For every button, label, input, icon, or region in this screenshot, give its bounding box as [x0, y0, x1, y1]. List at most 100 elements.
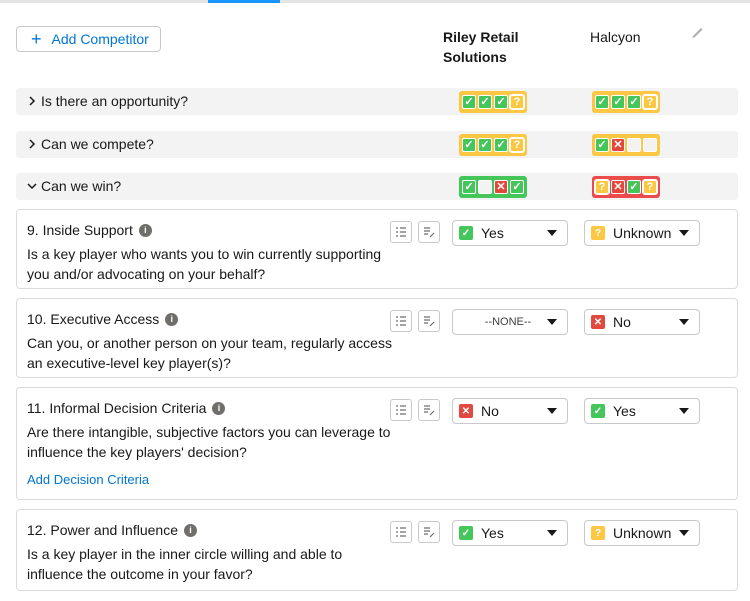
notes-button[interactable] — [418, 310, 440, 332]
checklist-icon — [396, 405, 406, 415]
check-icon: ✓ — [462, 138, 476, 152]
select-value: Yes — [481, 525, 504, 541]
answer-select-competitor-1[interactable]: --NONE-- — [452, 309, 568, 335]
question-card-9: 9. Inside Support i Is a key player who w… — [16, 209, 738, 289]
question-title: 10. Executive Access — [27, 311, 160, 327]
x-icon: ✕ — [494, 180, 508, 194]
caret-down-icon — [547, 230, 557, 236]
answer-select-competitor-1[interactable]: ✓ Yes — [452, 520, 568, 546]
score-indicator: ✓ ✓ ✓? — [459, 91, 527, 113]
caret-down-icon — [679, 319, 689, 325]
select-value: Yes — [613, 403, 636, 419]
check-icon: ✓ — [627, 180, 641, 194]
notes-icon — [424, 316, 435, 327]
caret-down-icon — [679, 408, 689, 414]
pencil-icon[interactable] — [690, 24, 706, 40]
check-icon: ✓ — [627, 95, 641, 109]
select-value: Unknown — [613, 525, 672, 541]
plus-icon: + — [31, 29, 42, 49]
answer-select-competitor-2[interactable]: ✕ No — [584, 309, 700, 335]
question-title: 9. Inside Support — [27, 222, 133, 238]
question-title: 12. Power and Influence — [27, 522, 178, 538]
score-indicator: ✓ ✕ — [592, 134, 660, 156]
question-description: Is a key player in the inner circle will… — [27, 546, 343, 582]
add-decision-criteria-link[interactable]: Add Decision Criteria — [27, 472, 150, 487]
x-icon: ✕ — [591, 315, 605, 329]
caret-down-icon — [547, 408, 557, 414]
checklist-icon — [396, 316, 406, 326]
check-icon: ✓ — [462, 180, 476, 194]
checklist-icon — [396, 527, 406, 537]
notes-button[interactable] — [418, 521, 440, 543]
top-tab-strip — [0, 0, 750, 3]
notes-button[interactable] — [418, 221, 440, 243]
empty-cell — [643, 138, 657, 152]
question-description: Are there intangible, subjective factors… — [27, 424, 391, 460]
active-tab-indicator — [208, 0, 280, 3]
checklist-button[interactable] — [390, 310, 412, 332]
caret-down-icon — [547, 319, 557, 325]
x-icon: ✕ — [611, 138, 625, 152]
caret-down-icon — [679, 230, 689, 236]
answer-select-competitor-1[interactable]: ✕ No — [452, 398, 568, 424]
empty-cell — [478, 180, 492, 194]
question-card-11: 11. Informal Decision Criteria i Are ther… — [16, 387, 738, 500]
select-value: No — [481, 403, 499, 419]
caret-down-icon — [547, 530, 557, 536]
select-value: Unknown — [613, 225, 672, 241]
check-icon: ✓ — [611, 95, 625, 109]
answer-select-competitor-2[interactable]: ? Unknown — [584, 220, 700, 246]
info-icon[interactable]: i — [165, 312, 179, 326]
checklist-button[interactable] — [390, 521, 412, 543]
answer-select-competitor-2[interactable]: ✓ Yes — [584, 398, 700, 424]
caret-down-icon — [679, 530, 689, 536]
info-icon[interactable]: i — [184, 523, 197, 537]
score-indicator: ✓ ✓ ✓? — [459, 134, 527, 156]
competitor-name-1: Riley Retail Solutions — [443, 29, 519, 65]
section-title: Can we win? — [41, 178, 122, 194]
checklist-button[interactable] — [390, 221, 412, 243]
question-mark-icon: ? — [594, 179, 610, 195]
add-competitor-button[interactable]: + Add Competitor — [16, 26, 161, 52]
score-indicator: ? ✕ ✓? — [592, 176, 660, 198]
question-mark-icon: ? — [509, 94, 525, 110]
check-icon: ✓ — [459, 226, 473, 240]
question-mark-icon: ? — [591, 526, 605, 540]
check-icon: ✓ — [478, 138, 492, 152]
check-icon: ✓ — [494, 138, 508, 152]
question-description: Is a key player who wants you to win cur… — [27, 246, 382, 282]
question-card-12: 12. Power and Influence i Is a key player… — [16, 509, 738, 591]
check-icon: ✓ — [462, 95, 476, 109]
check-icon: ✓ — [494, 95, 508, 109]
notes-icon — [424, 227, 435, 238]
section-title: Can we compete? — [41, 136, 154, 152]
question-mark-icon: ? — [642, 179, 658, 195]
notes-icon — [424, 527, 435, 538]
select-value: No — [613, 314, 631, 330]
notes-button[interactable] — [418, 399, 440, 421]
notes-icon — [424, 405, 435, 416]
question-mark-icon: ? — [509, 137, 525, 153]
select-value: --NONE-- — [484, 316, 532, 328]
check-icon: ✓ — [591, 404, 605, 418]
info-icon[interactable]: i — [138, 223, 152, 237]
empty-cell — [627, 138, 641, 152]
answer-select-competitor-2[interactable]: ? Unknown — [584, 520, 700, 546]
chevron-right-icon — [29, 139, 36, 149]
check-icon: ✓ — [459, 526, 473, 540]
x-icon: ✕ — [459, 404, 473, 418]
question-card-10: 10. Executive Access i Can you, or anothe… — [16, 298, 738, 378]
score-indicator: ✓ ✓ ✓? — [592, 91, 660, 113]
competitor-name-2: Halcyon — [590, 29, 641, 45]
question-description: Can you, or another person on your team,… — [27, 335, 392, 371]
check-icon: ✓ — [510, 180, 524, 194]
check-icon: ✓ — [595, 138, 609, 152]
checklist-icon — [396, 227, 406, 237]
question-mark-icon: ? — [642, 94, 658, 110]
checklist-button[interactable] — [390, 399, 412, 421]
answer-select-competitor-1[interactable]: ✓ Yes — [452, 220, 568, 246]
score-indicator: ✓ ✕ ✓ — [459, 176, 527, 198]
select-value: Yes — [481, 225, 504, 241]
question-title: 11. Informal Decision Criteria — [27, 400, 207, 416]
info-icon[interactable]: i — [212, 401, 226, 415]
